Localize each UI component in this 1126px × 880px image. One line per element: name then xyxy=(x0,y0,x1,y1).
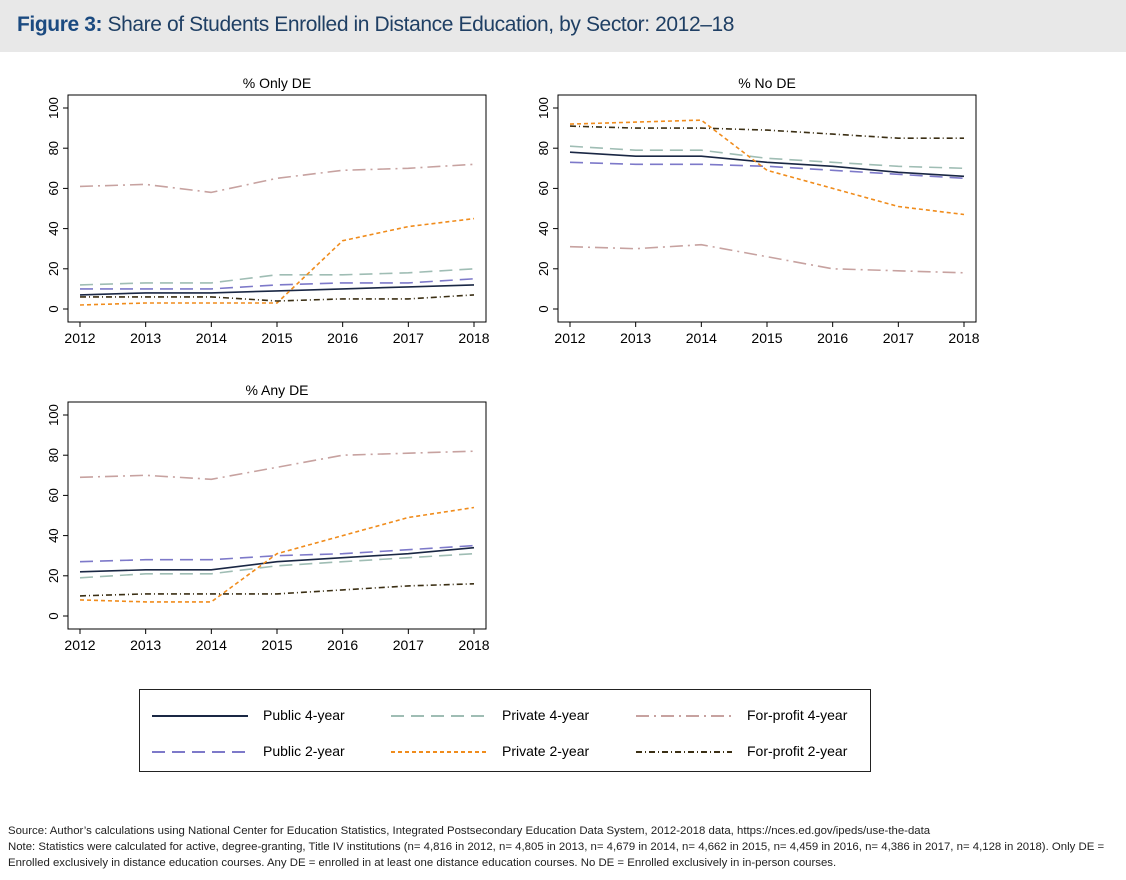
x-tick-label: 2014 xyxy=(686,330,717,346)
method-note: Note: Statistics were calculated for act… xyxy=(8,841,1105,869)
legend-swatch xyxy=(152,715,248,717)
x-tick-label: 2017 xyxy=(393,330,424,346)
series-line xyxy=(79,284,475,296)
y-tick-label: 0 xyxy=(46,612,61,619)
legend-swatch xyxy=(636,751,732,753)
series-line xyxy=(569,125,964,139)
y-tick-label: 80 xyxy=(536,141,551,155)
y-tick-label: 40 xyxy=(536,221,551,235)
x-tick-label: 2018 xyxy=(948,330,979,346)
y-tick-label: 40 xyxy=(46,221,61,235)
x-tick-label: 2017 xyxy=(883,330,914,346)
x-tick-label: 2013 xyxy=(620,330,651,346)
series-line xyxy=(569,119,965,216)
series-line xyxy=(80,278,475,290)
y-tick-label: 100 xyxy=(536,97,551,119)
x-tick-label: 2015 xyxy=(751,330,782,346)
panel-title: % Any DE xyxy=(245,382,308,398)
series-line xyxy=(80,294,475,302)
legend-label: Private 4-year xyxy=(502,707,590,723)
y-tick-label: 60 xyxy=(46,181,61,195)
y-tick-label: 40 xyxy=(46,528,61,542)
x-tick-label: 2012 xyxy=(64,637,95,653)
x-tick-label: 2015 xyxy=(261,637,292,653)
legend-swatch xyxy=(152,751,248,753)
chart-panel: % Any DE 0 20 40 60 80 100 2012 2013 2014 2015 2016… xyxy=(46,382,490,653)
series-line xyxy=(79,583,475,597)
x-tick-label: 2012 xyxy=(554,330,585,346)
x-tick-label: 2012 xyxy=(64,330,95,346)
x-tick-label: 2013 xyxy=(130,330,161,346)
x-tick-label: 2016 xyxy=(817,330,848,346)
y-tick-label: 60 xyxy=(536,181,551,195)
figure-header: Figure 3: Share of Students Enrolled in … xyxy=(0,0,1126,52)
legend-label: For-profit 2-year xyxy=(747,743,848,759)
series-line xyxy=(569,161,965,180)
series-line xyxy=(79,546,475,573)
legend-label: Public 4-year xyxy=(263,707,345,723)
source-note: Source: Author’s calculations using Nati… xyxy=(8,825,931,837)
x-tick-label: 2013 xyxy=(130,637,161,653)
y-tick-label: 20 xyxy=(46,569,61,583)
legend-label: Public 2-year xyxy=(263,743,345,759)
legend-swatch xyxy=(636,715,732,717)
x-tick-label: 2018 xyxy=(458,330,489,346)
x-tick-label: 2014 xyxy=(196,330,227,346)
y-tick-label: 100 xyxy=(46,97,61,119)
y-tick-label: 20 xyxy=(46,262,61,276)
series-line xyxy=(79,552,475,579)
y-tick-label: 0 xyxy=(46,305,61,312)
plot-frame xyxy=(67,94,487,323)
series-line xyxy=(569,151,965,178)
series-line xyxy=(79,163,475,194)
figure-label: Figure 3: xyxy=(17,13,103,36)
legend-label: Private 2-year xyxy=(502,743,590,759)
series-line xyxy=(569,145,965,170)
series-line xyxy=(569,243,965,274)
y-tick-label: 100 xyxy=(46,404,61,426)
x-tick-label: 2016 xyxy=(327,330,358,346)
x-tick-label: 2014 xyxy=(196,637,227,653)
chart-panel: % Only DE 0 20 40 60 80 100 2012 2013 2014 2015 201… xyxy=(46,75,490,346)
series-line xyxy=(79,544,475,563)
series-line xyxy=(79,268,475,286)
panel-title: % No DE xyxy=(738,75,796,91)
y-tick-label: 80 xyxy=(46,141,61,155)
legend-swatch xyxy=(391,715,487,717)
x-tick-label: 2016 xyxy=(327,637,358,653)
figure-title: Figure 3: Share of Students Enrolled in … xyxy=(17,13,734,37)
legend-label: For-profit 4-year xyxy=(747,707,848,723)
y-tick-label: 0 xyxy=(536,305,551,312)
chart-panel: % No DE 0 20 40 60 80 100 2012 2013 2014 2015 2016 2… xyxy=(536,75,980,346)
footnotes: Source: Author’s calculations using Nati… xyxy=(8,823,1120,871)
legend-swatch xyxy=(391,751,487,753)
y-tick-label: 20 xyxy=(536,262,551,276)
series-line xyxy=(79,217,475,306)
legend: Public 4-year Private 4-year For-profit … xyxy=(139,689,871,772)
x-tick-label: 2017 xyxy=(393,637,424,653)
y-tick-label: 80 xyxy=(46,448,61,462)
y-tick-label: 60 xyxy=(46,488,61,502)
panel-title: % Only DE xyxy=(243,75,311,91)
series-line xyxy=(79,450,475,481)
series-line xyxy=(79,506,475,603)
figure-title-text: Share of Students Enrolled in Distance E… xyxy=(107,13,735,36)
x-tick-label: 2015 xyxy=(261,330,292,346)
x-tick-label: 2018 xyxy=(458,637,489,653)
